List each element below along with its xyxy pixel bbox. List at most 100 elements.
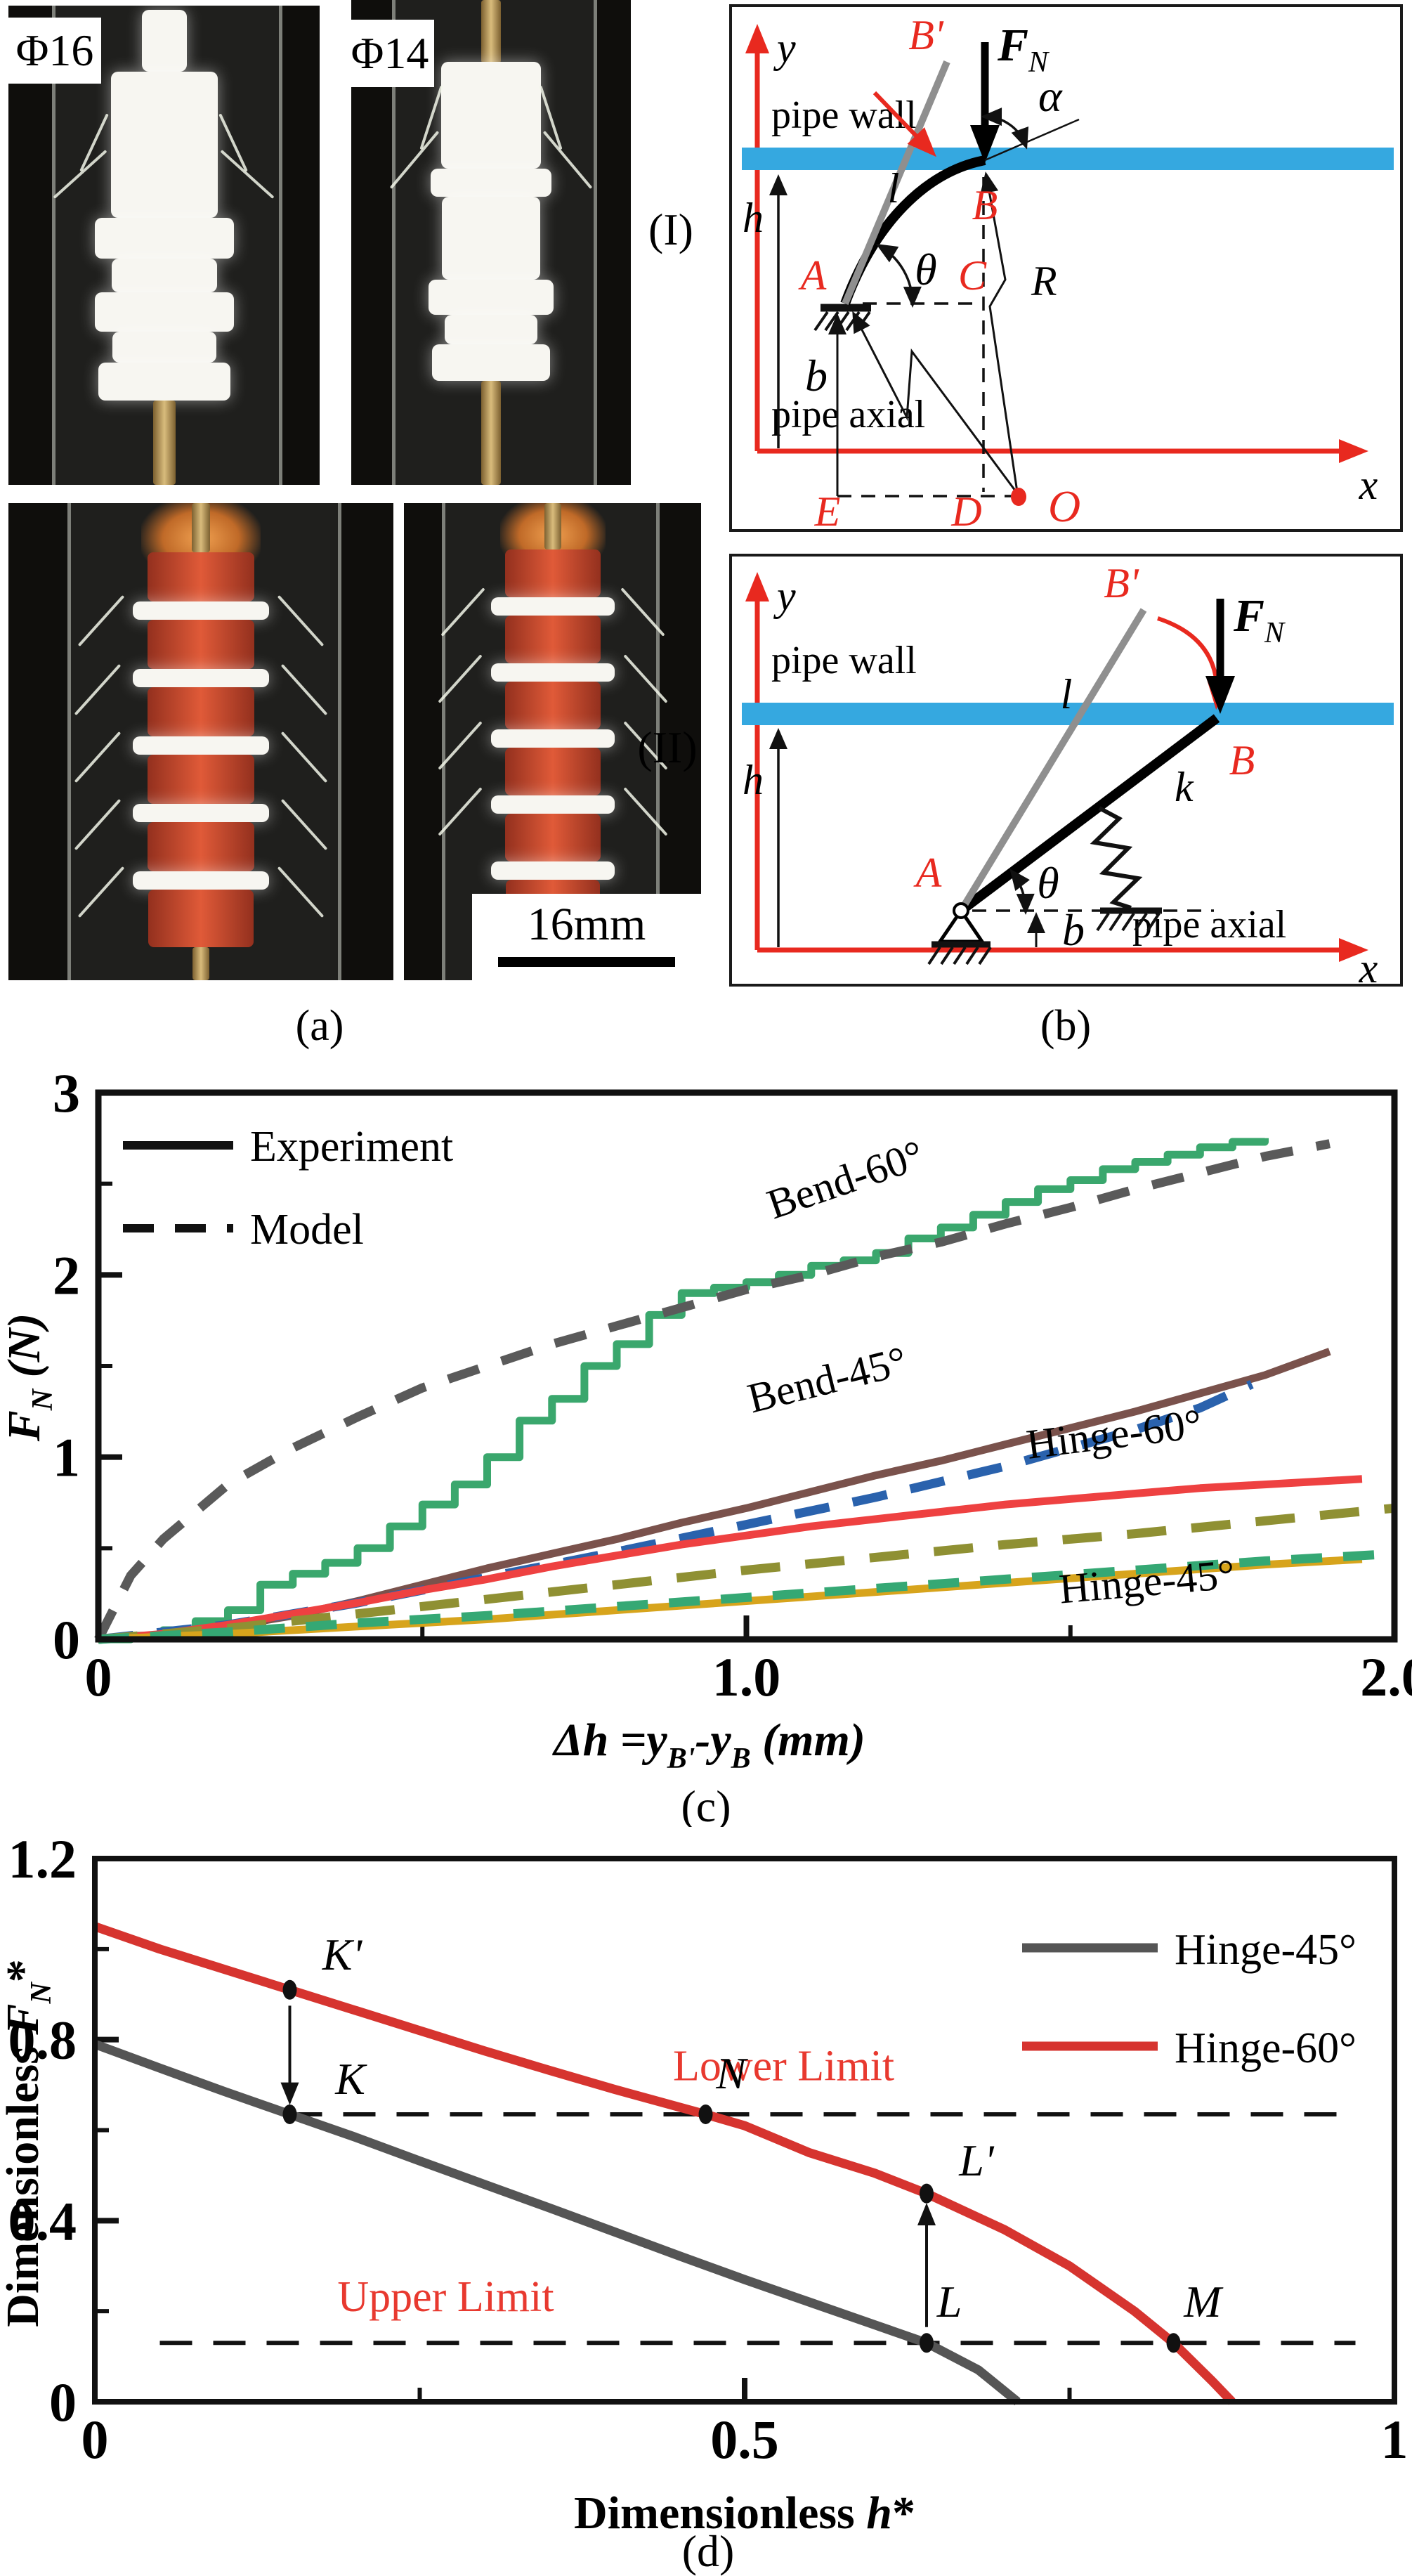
undeformed-beam — [842, 60, 950, 305]
diagram-II: (II) y x pipe wall pipe axial h B' l FN … — [637, 554, 1403, 991]
curve-Bend-60-experiment — [98, 1138, 1269, 1644]
pointer-arrow-red — [872, 91, 936, 157]
curve-Bend-60-model — [94, 1139, 1331, 1641]
length-l-label: l — [888, 165, 900, 212]
point-label-M: M — [1183, 2277, 1224, 2327]
pipe-wall-bar — [742, 148, 1394, 170]
label-phi14-text: Φ14 — [351, 28, 429, 78]
diagram-I-border — [729, 4, 1403, 532]
diagram-I-tag: (I) — [648, 204, 693, 254]
legend-hinge45-label: Hinge-45° — [1175, 1926, 1357, 1974]
b-label: b — [805, 351, 828, 401]
x-axis-label: x — [1359, 945, 1378, 991]
data-point-L' — [920, 2183, 934, 2204]
point-B-label: B — [1229, 737, 1255, 783]
force-FN-label: FN — [997, 20, 1050, 79]
point-A-label: A — [913, 850, 942, 896]
pin-ground-hatching — [927, 946, 992, 965]
x-tick-label: 0 — [85, 1646, 112, 1707]
pin-joint — [953, 902, 969, 919]
diagram-I: (I) y x pipe wall pipe axial h A — [648, 4, 1403, 535]
y-tick-label: 3 — [53, 1075, 80, 1124]
point-label-L: L — [936, 2277, 962, 2327]
spring-k-label: k — [1175, 764, 1194, 810]
curve-Hinge-60-model — [98, 1503, 1395, 1644]
point-O-label: O — [1048, 481, 1080, 531]
x-tick-label: 1.0 — [712, 1646, 781, 1707]
chart-d: 0 0.5 1 0 0.4 0.8 1.2 Lower Limit Upper Limit K' K… — [0, 1828, 1408, 2576]
curve-Hinge-60 — [93, 1922, 1236, 2405]
curve-label: Hinge-60° — [1024, 1400, 1204, 1468]
spring-ground-hatching — [1096, 912, 1161, 932]
chart-d-frame — [92, 1856, 1397, 2405]
point-B-label: B — [972, 182, 998, 228]
photo-phi16-deployed-unit — [8, 503, 393, 980]
chart-c-ylabel: FN (N) — [0, 1313, 59, 1443]
scale-bar-text: 16mm — [527, 899, 646, 950]
curve-Bend-45-model — [98, 1379, 1254, 1644]
force-FN-label: FN — [1233, 590, 1286, 649]
curve-Hinge-60-experiment — [98, 1475, 1363, 1644]
scale-bar: 16mm — [472, 894, 701, 985]
pipe-wall-label: pipe wall — [771, 639, 917, 682]
chart-c: 0 1.0 2.0 0 1 2 3 Bend-60° Bend-45° Hinge-60° Hing… — [0, 1075, 1412, 1827]
curve-label: Hinge-45° — [1057, 1551, 1236, 1613]
chart-d-legend: Hinge-45° Hinge-60° — [1022, 1926, 1357, 2072]
label-phi16-text: Φ16 — [15, 25, 94, 75]
point-A-label: A — [798, 252, 827, 299]
x-tick-label: 2.0 — [1360, 1646, 1412, 1707]
chart-c-xlabel: Δh =yB'-yB (mm) — [551, 1715, 865, 1775]
b-label: b — [1062, 905, 1085, 955]
limit-label: Upper Limit — [337, 2273, 554, 2321]
theta-label: θ — [1037, 858, 1059, 908]
theta-label: θ — [915, 245, 936, 294]
theta-arc — [875, 243, 922, 308]
curve-Hinge-45 — [93, 2040, 1021, 2406]
y-tick-label: 1.2 — [8, 1828, 77, 1889]
point-label-K': K' — [322, 1930, 363, 1979]
x-tick-label: 0.5 — [710, 2409, 779, 2470]
caption-d: (d) — [682, 2526, 735, 2576]
diagram-panel-b: (I) y x pipe wall pipe axial h A — [637, 4, 1403, 991]
curve-Hinge-45-model — [98, 1549, 1395, 1644]
x-axis-label: x — [1359, 462, 1378, 508]
length-l-label: l — [1061, 671, 1073, 717]
pipe-wall-bar — [742, 703, 1394, 725]
radius-R-label: R — [1031, 258, 1057, 304]
pipe-wall-label: pipe wall — [771, 93, 917, 137]
point-label-L': L' — [958, 2135, 995, 2185]
curve-label: Bend-60° — [761, 1131, 930, 1228]
chart-c-legend: Experiment Model — [123, 1123, 453, 1254]
y-tick-label: 0.8 — [8, 2010, 77, 2071]
point-C-label: C — [958, 252, 987, 299]
point-E-label: E — [814, 488, 841, 535]
diagram-II-border — [729, 554, 1403, 987]
pipe-axial-label: pipe axial — [771, 393, 925, 436]
chart-d-plot: 0 0.5 1 0 0.4 0.8 1.2 Lower Limit Upper Limit K' K… — [8, 1828, 1408, 2470]
h-label: h — [743, 195, 764, 241]
legend-model-label: Model — [250, 1206, 364, 1254]
diagram-II-tag: (II) — [637, 722, 697, 772]
y-axis-label: y — [773, 573, 796, 619]
data-point-L — [920, 2333, 934, 2353]
photo-phi16-anchoring-unit — [8, 6, 320, 485]
theta-arc — [1009, 869, 1035, 915]
radius-leader-A — [852, 311, 1019, 494]
y-tick-label: 0.4 — [8, 2190, 77, 2251]
h-label: h — [743, 757, 764, 803]
y-axis-label: y — [773, 25, 796, 71]
label-phi16: Φ16 — [8, 18, 101, 84]
y-tick-label: 0 — [53, 1609, 80, 1670]
point-Bprime-label: B' — [1104, 560, 1139, 606]
rigid-link — [957, 714, 1220, 915]
caption-a: (a) — [295, 1002, 344, 1050]
y-tick-label: 2 — [53, 1244, 80, 1306]
data-point-N — [698, 2104, 713, 2124]
point-label-K: K — [334, 2054, 367, 2104]
tangent-line — [984, 118, 1080, 162]
x-tick-label: 1 — [1381, 2409, 1408, 2470]
legend-hinge60-label: Hinge-60° — [1175, 2024, 1357, 2072]
force-FN-arrowhead — [1205, 676, 1235, 714]
y-tick-label: 0 — [49, 2372, 77, 2433]
